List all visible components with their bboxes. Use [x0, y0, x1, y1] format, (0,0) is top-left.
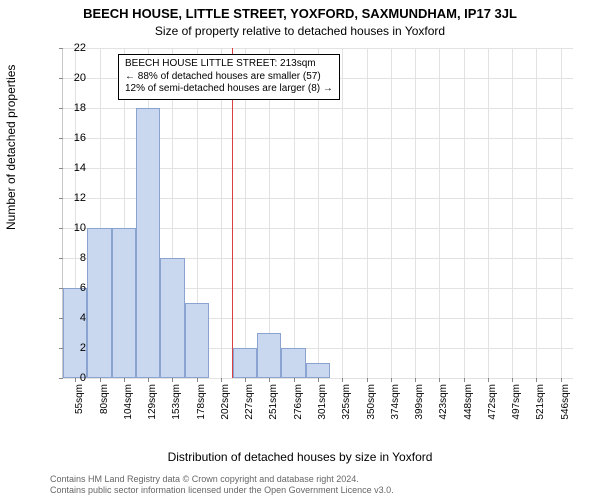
- xtick-label: 80sqm: [99, 384, 110, 444]
- xtick-mark: [294, 378, 295, 382]
- footer-line-2: Contains public sector information licen…: [50, 485, 394, 496]
- ytick-label: 12: [46, 192, 86, 204]
- ytick-label: 22: [46, 42, 86, 54]
- histogram-bar: [306, 363, 330, 378]
- xtick-label: 202sqm: [220, 384, 231, 444]
- histogram-bar: [160, 258, 184, 378]
- histogram-bar: [257, 333, 281, 378]
- xtick-mark: [415, 378, 416, 382]
- xtick-label: 325sqm: [341, 384, 352, 444]
- xtick-label: 472sqm: [487, 384, 498, 444]
- xtick-label: 178sqm: [196, 384, 207, 444]
- chart-subtitle: Size of property relative to detached ho…: [0, 24, 600, 38]
- xtick-label: 374sqm: [390, 384, 401, 444]
- gridline-v: [464, 48, 465, 378]
- xtick-mark: [488, 378, 489, 382]
- xtick-label: 276sqm: [293, 384, 304, 444]
- xtick-label: 153sqm: [171, 384, 182, 444]
- xtick-label: 350sqm: [366, 384, 377, 444]
- xtick-mark: [342, 378, 343, 382]
- ytick-label: 8: [46, 252, 86, 264]
- histogram-bar: [63, 288, 87, 378]
- xtick-label: 55sqm: [74, 384, 85, 444]
- annotation-line-2: ← 88% of detached houses are smaller (57…: [125, 71, 333, 84]
- annotation-line-3: 12% of semi-detached houses are larger (…: [125, 83, 333, 96]
- xtick-mark: [367, 378, 368, 382]
- gridline-v: [536, 48, 537, 378]
- ytick-label: 6: [46, 282, 86, 294]
- ytick-label: 2: [46, 342, 86, 354]
- xtick-mark: [464, 378, 465, 382]
- ytick-label: 20: [46, 72, 86, 84]
- xtick-label: 104sqm: [123, 384, 134, 444]
- gridline-v: [561, 48, 562, 378]
- xtick-label: 251sqm: [268, 384, 279, 444]
- ytick-label: 18: [46, 102, 86, 114]
- xtick-label: 301sqm: [317, 384, 328, 444]
- xtick-mark: [318, 378, 319, 382]
- xtick-mark: [439, 378, 440, 382]
- xtick-label: 399sqm: [414, 384, 425, 444]
- y-axis-label: Number of detached properties: [4, 65, 18, 230]
- plot-area: BEECH HOUSE LITTLE STREET: 213sqm ← 88% …: [62, 48, 573, 379]
- histogram-bar: [112, 228, 136, 378]
- gridline-v: [367, 48, 368, 378]
- xtick-mark: [391, 378, 392, 382]
- xtick-mark: [221, 378, 222, 382]
- xtick-mark: [197, 378, 198, 382]
- x-axis-label: Distribution of detached houses by size …: [0, 450, 600, 464]
- annotation-line-1: BEECH HOUSE LITTLE STREET: 213sqm: [125, 58, 333, 71]
- xtick-mark: [536, 378, 537, 382]
- gridline-v: [391, 48, 392, 378]
- histogram-bar: [233, 348, 257, 378]
- chart-title: BEECH HOUSE, LITTLE STREET, YOXFORD, SAX…: [0, 6, 600, 21]
- ytick-label: 0: [46, 372, 86, 384]
- xtick-label: 497sqm: [511, 384, 522, 444]
- xtick-mark: [269, 378, 270, 382]
- xtick-label: 227sqm: [244, 384, 255, 444]
- gridline-v: [488, 48, 489, 378]
- annotation-box: BEECH HOUSE LITTLE STREET: 213sqm ← 88% …: [118, 54, 340, 100]
- ytick-label: 14: [46, 162, 86, 174]
- ytick-label: 4: [46, 312, 86, 324]
- xtick-mark: [245, 378, 246, 382]
- gridline-v: [415, 48, 416, 378]
- xtick-mark: [100, 378, 101, 382]
- xtick-mark: [561, 378, 562, 382]
- histogram-bar: [87, 228, 112, 378]
- gridline-v: [512, 48, 513, 378]
- xtick-label: 423sqm: [438, 384, 449, 444]
- xtick-mark: [124, 378, 125, 382]
- footer-line-1: Contains HM Land Registry data © Crown c…: [50, 474, 394, 485]
- ytick-label: 16: [46, 132, 86, 144]
- gridline-v: [439, 48, 440, 378]
- footer-text: Contains HM Land Registry data © Crown c…: [50, 474, 394, 496]
- histogram-bar: [185, 303, 209, 378]
- ytick-label: 10: [46, 222, 86, 234]
- histogram-bar: [281, 348, 305, 378]
- xtick-label: 546sqm: [560, 384, 571, 444]
- chart-container: { "title": "BEECH HOUSE, LITTLE STREET, …: [0, 0, 600, 500]
- xtick-mark: [512, 378, 513, 382]
- xtick-label: 448sqm: [463, 384, 474, 444]
- xtick-mark: [148, 378, 149, 382]
- gridline-v: [342, 48, 343, 378]
- xtick-label: 129sqm: [147, 384, 158, 444]
- histogram-bar: [136, 108, 160, 378]
- xtick-label: 521sqm: [535, 384, 546, 444]
- xtick-mark: [172, 378, 173, 382]
